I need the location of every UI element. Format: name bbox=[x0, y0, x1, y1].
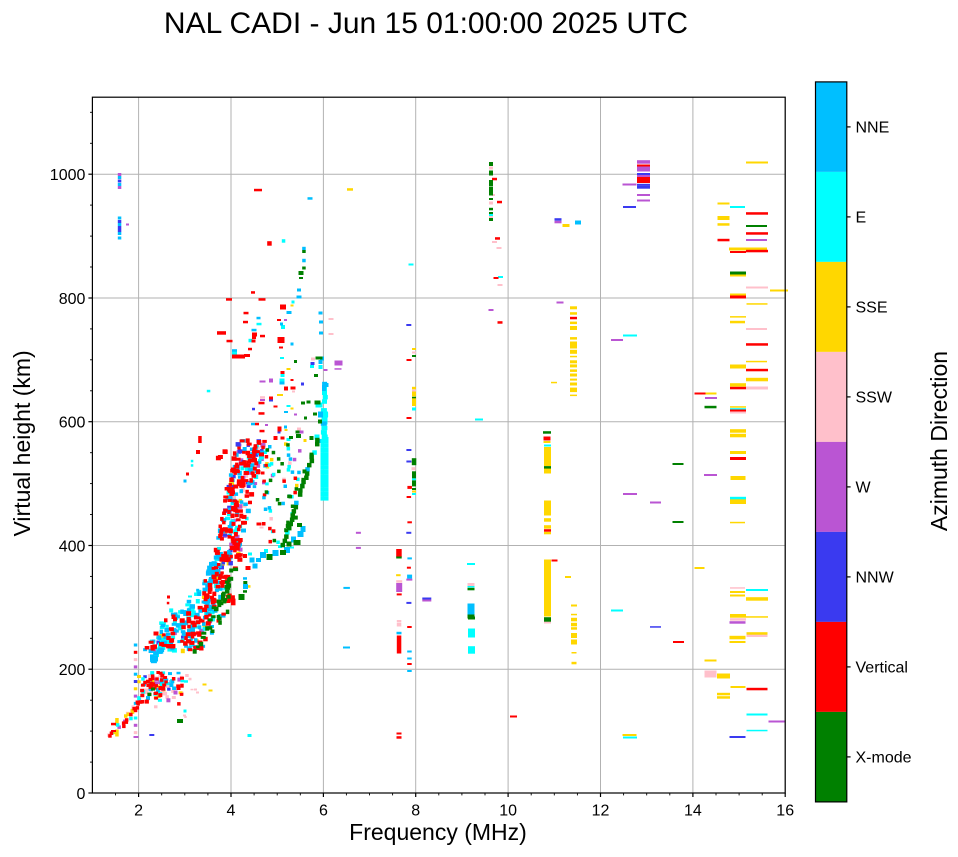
svg-text:Azimuth Direction: Azimuth Direction bbox=[926, 351, 952, 531]
svg-text:Vertical: Vertical bbox=[856, 660, 908, 677]
svg-text:W: W bbox=[856, 480, 872, 497]
svg-text:16: 16 bbox=[776, 803, 794, 820]
svg-text:NAL CADI - Jun 15 01:00:00 202: NAL CADI - Jun 15 01:00:00 2025 UTC bbox=[164, 7, 688, 40]
svg-text:0: 0 bbox=[76, 786, 85, 803]
svg-text:NNW: NNW bbox=[856, 570, 895, 587]
svg-text:SSE: SSE bbox=[856, 300, 888, 317]
svg-text:8: 8 bbox=[411, 803, 420, 820]
svg-text:12: 12 bbox=[592, 803, 610, 820]
svg-text:1000: 1000 bbox=[50, 167, 86, 184]
svg-text:10: 10 bbox=[499, 803, 517, 820]
svg-text:14: 14 bbox=[684, 803, 702, 820]
svg-text:NNE: NNE bbox=[856, 120, 890, 137]
svg-text:200: 200 bbox=[59, 662, 86, 679]
svg-text:E: E bbox=[856, 210, 867, 227]
svg-text:4: 4 bbox=[227, 803, 236, 820]
svg-text:Virtual height (km): Virtual height (km) bbox=[9, 350, 35, 536]
svg-text:400: 400 bbox=[59, 538, 86, 555]
svg-text:2: 2 bbox=[134, 803, 143, 820]
svg-text:Frequency (MHz): Frequency (MHz) bbox=[349, 819, 527, 845]
svg-text:X-mode: X-mode bbox=[856, 750, 912, 767]
svg-text:6: 6 bbox=[319, 803, 328, 820]
svg-text:SSW: SSW bbox=[856, 390, 893, 407]
svg-text:600: 600 bbox=[59, 415, 86, 432]
svg-text:800: 800 bbox=[59, 291, 86, 308]
